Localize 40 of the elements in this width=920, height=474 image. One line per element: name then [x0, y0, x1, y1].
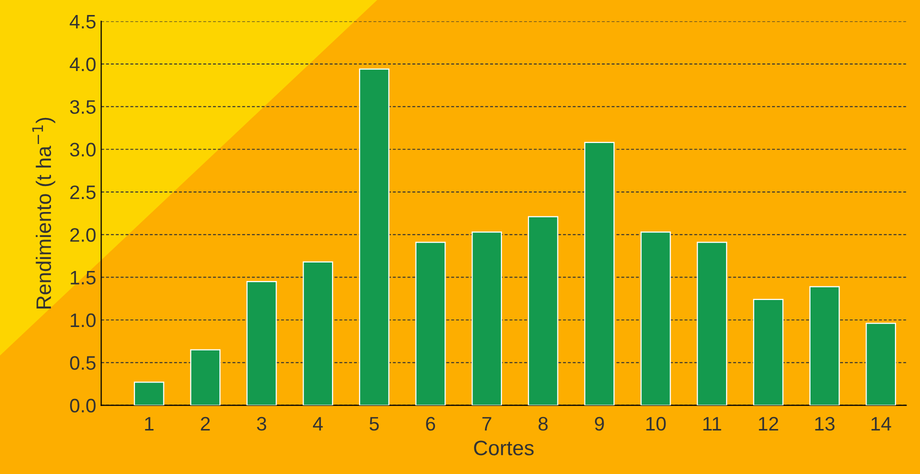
y-tick-label: 3.5: [70, 100, 96, 114]
y-tick-label: 2.0: [70, 228, 96, 242]
x-tick-label: 2: [200, 416, 210, 430]
bar: [640, 232, 671, 406]
x-tick-label: 12: [758, 416, 778, 430]
x-tick-label: 3: [256, 416, 266, 431]
bar: [359, 68, 390, 406]
y-axis-title: Rendimiento (t ha$^{−1}$): [32, 118, 56, 308]
bar: [246, 281, 277, 406]
x-tick-label: 7: [482, 417, 492, 430]
x-axis-title: Cortes: [474, 440, 534, 456]
x-tick-label: 9: [594, 416, 604, 431]
bar: [753, 298, 784, 406]
x-tick-label: 4: [312, 417, 323, 430]
y-tick-label: 3.0: [70, 142, 96, 157]
bar: [809, 286, 840, 406]
x-tick-label: 10: [646, 416, 666, 431]
bar: [134, 382, 164, 406]
y-tick-label: 1.5: [70, 270, 96, 285]
x-tick-label: 11: [703, 417, 722, 430]
bar: [472, 232, 502, 406]
y-tick-label: 4.5: [70, 15, 96, 29]
bar: [866, 322, 896, 406]
y-tick-label: 0.0: [70, 398, 96, 413]
bar: [190, 349, 221, 406]
bar: [584, 142, 615, 406]
bar: [415, 242, 446, 406]
y-tick-label: 2.5: [70, 185, 96, 200]
bar: [696, 242, 728, 406]
x-tick-label: 13: [815, 416, 835, 431]
y-tick-label: 4.0: [70, 57, 96, 72]
x-tick-label: 5: [370, 417, 379, 431]
x-tick-label: 14: [872, 417, 892, 430]
y-tick-label: 0.5: [70, 356, 96, 370]
bar: [528, 216, 558, 406]
bar: [302, 261, 334, 406]
x-tick-label: 1: [145, 417, 154, 430]
y-tick-label: 1.0: [70, 313, 96, 328]
x-tick-label: 6: [426, 416, 436, 431]
x-tick-label: 8: [538, 416, 548, 431]
